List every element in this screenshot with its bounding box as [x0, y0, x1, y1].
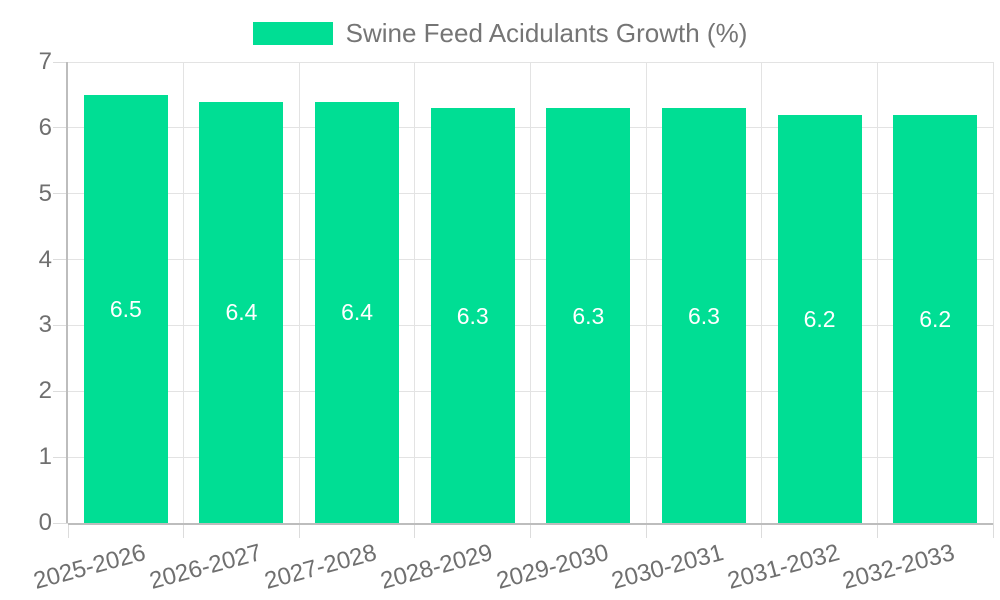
x-axis-label-2025-2026: 2025-2026 — [30, 539, 149, 595]
bar-value-label: 6.4 — [341, 299, 374, 326]
bar-value-label: 6.3 — [687, 302, 720, 329]
x-gridline — [183, 62, 185, 523]
bar-value-label: 6.3 — [572, 302, 605, 329]
x-gridline — [876, 62, 878, 523]
y-axis-tick-label: 3 — [38, 311, 52, 339]
x-gridline — [761, 62, 763, 523]
x-axis-label-2027-2028: 2027-2028 — [261, 539, 380, 595]
legend-item[interactable]: Swine Feed Acidulants Growth (%) — [252, 18, 748, 49]
bar-value-label: 6.3 — [456, 302, 489, 329]
x-axis-label-2029-2030: 2029-2030 — [493, 539, 612, 595]
legend-label: Swine Feed Acidulants Growth (%) — [345, 18, 748, 48]
bar-value-label: 6.2 — [919, 305, 952, 332]
chart-legend: Swine Feed Acidulants Growth (%) — [0, 18, 1000, 49]
x-gridline — [530, 62, 531, 523]
x-tick-mark — [298, 523, 300, 538]
x-axis-label-2030-2031: 2030-2031 — [608, 539, 727, 595]
bar-2027-2028[interactable] — [315, 101, 400, 523]
y-axis-tick-label: 4 — [38, 245, 52, 273]
x-axis-label-2026-2027: 2026-2027 — [146, 539, 265, 595]
x-tick-mark — [530, 523, 531, 538]
y-axis-tick-label: 2 — [38, 377, 52, 405]
x-tick-mark — [414, 523, 416, 538]
y-tick-mark — [53, 61, 68, 63]
y-tick-mark — [53, 324, 68, 326]
y-axis-tick-label: 6 — [38, 113, 52, 141]
bar-2025-2026[interactable] — [83, 94, 168, 523]
y-tick-mark — [53, 193, 68, 195]
x-axis-line — [68, 523, 993, 525]
bar-value-label: 6.5 — [109, 295, 142, 322]
bar-value-label: 6.4 — [225, 299, 258, 326]
x-tick-mark — [992, 523, 994, 538]
y-tick-mark — [53, 390, 68, 392]
y-axis-tick-label: 7 — [38, 48, 52, 75]
bar-2032-2033[interactable] — [893, 114, 978, 523]
x-tick-mark — [761, 523, 763, 538]
x-axis-label-2028-2029: 2028-2029 — [377, 539, 496, 595]
x-gridline — [645, 62, 647, 523]
x-axis-label-2031-2032: 2031-2032 — [724, 539, 843, 595]
y-tick-mark — [53, 259, 68, 261]
x-tick-mark — [183, 523, 185, 538]
y-tick-mark — [53, 522, 68, 524]
x-axis-label-2032-2033: 2032-2033 — [840, 539, 958, 595]
legend-swatch — [252, 22, 333, 45]
bar-2030-2031[interactable] — [661, 108, 746, 523]
bar-value-label: 6.2 — [803, 305, 836, 332]
x-tick-mark — [876, 523, 878, 538]
x-tick-mark — [645, 523, 647, 538]
x-gridline — [992, 62, 994, 523]
y-axis-tick-label: 5 — [38, 179, 52, 207]
bar-2026-2027[interactable] — [199, 101, 284, 523]
x-gridline — [414, 62, 416, 523]
y-axis-line — [66, 62, 68, 523]
x-gridline — [298, 62, 300, 523]
bar-2029-2030[interactable] — [546, 108, 631, 523]
bar-2031-2032[interactable] — [777, 114, 862, 523]
y-axis-tick-label: 0 — [38, 509, 52, 536]
y-tick-mark — [53, 456, 68, 458]
y-axis-tick-label: 1 — [38, 443, 52, 471]
x-tick-mark — [67, 523, 69, 538]
y-tick-mark — [53, 127, 68, 129]
bar-2028-2029[interactable] — [430, 108, 515, 523]
